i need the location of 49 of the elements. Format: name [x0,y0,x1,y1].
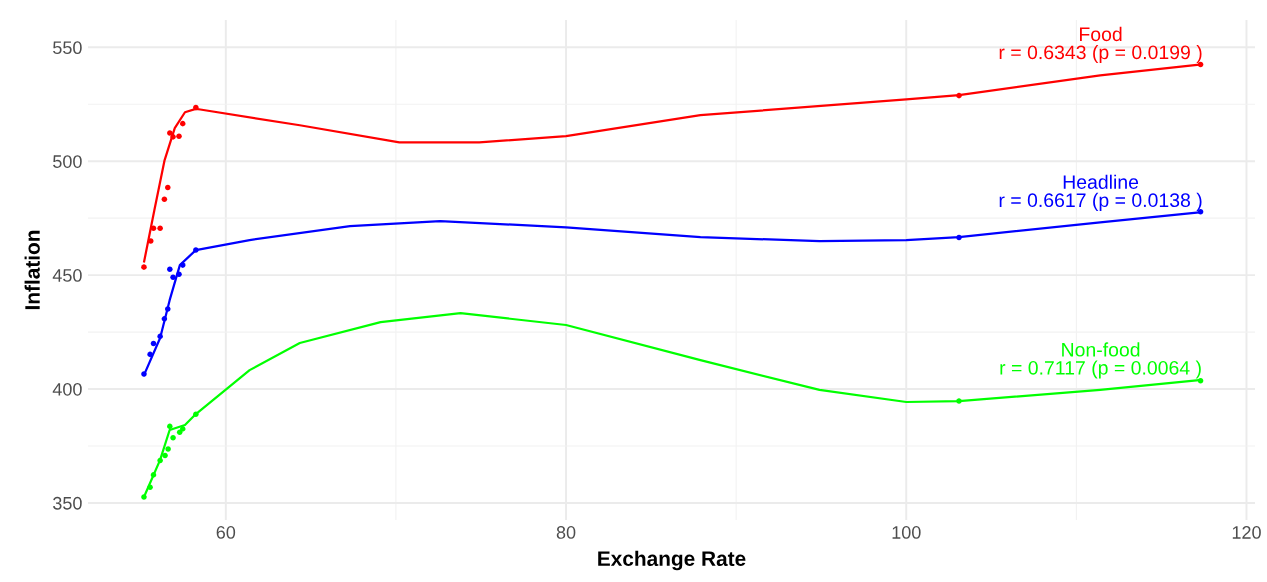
point [176,271,182,277]
point [956,234,962,241]
x-axis-title: Exchange Rate [598,550,746,571]
y-tick-label: 450 [52,269,82,282]
point [176,133,182,139]
x-tick-label: 80 [556,526,576,539]
x-tick-label: 60 [216,526,236,539]
y-tick-label: 350 [53,496,82,510]
point [193,104,199,111]
point [170,274,176,280]
point [167,130,173,136]
point [162,452,168,459]
point [150,225,157,231]
point [193,411,199,418]
point [161,196,168,203]
y-axis-title: Inflation [24,230,40,310]
point [150,472,157,478]
point [167,423,173,430]
point [170,134,176,140]
point [956,398,962,404]
point [167,266,173,272]
y-tick-label: 550 [53,41,82,55]
point [1197,378,1204,384]
annotation: Food r = 0.6343 (p = 0.0199 ) [999,26,1202,64]
point [148,238,154,244]
point [141,264,147,270]
point [165,306,171,312]
point [179,426,186,432]
point [141,494,147,500]
point [165,446,171,452]
x-tick-label: 100 [892,526,921,539]
y-tick-label: 500 [53,155,82,168]
x-tick-label: 120 [1232,526,1261,539]
point [165,184,171,191]
point [170,434,176,441]
point [141,371,147,377]
point [147,484,153,490]
point [157,333,163,340]
point [179,262,186,268]
point [157,225,163,231]
point [161,316,168,322]
point [179,120,186,127]
point [956,92,962,99]
annotation: Non-food r = 0.7117 (p = 0.0064 ) [1000,342,1201,379]
point [157,457,163,464]
y-tick-label: 400 [52,382,82,396]
annotation: Headline r = 0.6617 (p = 0.0138 ) [999,174,1202,211]
point [147,351,153,358]
point [193,247,199,253]
